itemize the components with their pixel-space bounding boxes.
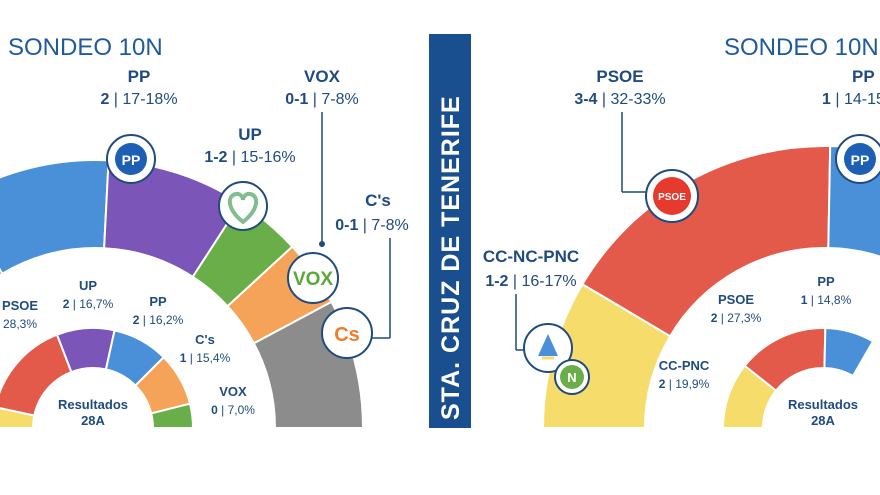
left-label-vox: VOX [304, 67, 341, 86]
svg-text:N: N [567, 370, 576, 385]
left-res-value-psoe: 28,3% [3, 317, 37, 331]
left-res-label-up: UP [79, 278, 97, 293]
left-label-up: UP [238, 125, 262, 144]
right-res-label-cc: CC-PNC [659, 358, 710, 373]
right-chart: SONDEO 10N PSOE 3-4 | 32-33% PP 1 | 14-1… [483, 34, 880, 429]
left-value-up: 1-2 | 15-16% [204, 149, 295, 166]
right-title: SONDEO 10N [724, 34, 879, 61]
right-inner-arc [721, 327, 875, 429]
cs-logo: Cs [321, 307, 373, 359]
svg-text:Cs: Cs [334, 324, 360, 346]
right-res-value-pp: 1 | 14,8% [801, 293, 852, 307]
left-label-cs: C's [365, 191, 391, 210]
left-results-label: Resultados [58, 397, 128, 412]
psoe-logo: PSOE [645, 169, 699, 223]
svg-text:PP: PP [851, 152, 870, 168]
cc-logo [523, 323, 573, 373]
left-outer-pp [0, 159, 110, 276]
nc-logo: N [554, 359, 590, 395]
left-res-value-up: 2 | 16,7% [63, 297, 114, 311]
pp-logo-right: PP [835, 134, 880, 184]
pp-logo: PP [106, 134, 156, 184]
left-res-value-vox: 0 | 7,0% [211, 403, 255, 417]
left-res-label-cs: C's [195, 332, 215, 347]
left-res-value-cs: 1 | 15,4% [180, 351, 231, 365]
right-outer-psoe [581, 145, 832, 338]
band-bottom [429, 426, 471, 428]
vox-logo: VOX [287, 252, 339, 304]
right-res-label-pp: PP [817, 274, 835, 289]
up-logo [218, 181, 268, 231]
right-value-pp: 1 | 14-15% [822, 91, 880, 108]
right-label-pp: PP [852, 67, 875, 86]
svg-text:PP: PP [122, 152, 141, 168]
right-label-cc: CC-NC-PNC [483, 247, 579, 266]
left-value-vox: 0-1 | 7-8% [285, 91, 359, 108]
right-label-psoe: PSOE [596, 67, 643, 86]
right-value-psoe: 3-4 | 32-33% [574, 91, 665, 108]
left-res-label-vox: VOX [219, 384, 247, 399]
right-value-cc: 1-2 | 16-17% [485, 273, 576, 290]
vertical-band: STA. CRUZ DE TENERIFE [429, 34, 471, 428]
left-res-value-pp: 2 | 16,2% [133, 313, 184, 327]
right-inner-pp [823, 327, 875, 378]
right-results-sub: 28A [811, 413, 835, 428]
left-value-pp: 2 | 17-18% [100, 91, 177, 108]
svg-text:PSOE: PSOE [658, 192, 686, 203]
svg-text:VOX: VOX [293, 269, 333, 290]
left-chart: SONDEO 10N PP 2 | 17-18% VOX 0-1 | 7-8% … [0, 34, 409, 429]
left-res-label-pp: PP [149, 294, 167, 309]
left-label-pp: PP [128, 67, 151, 86]
right-results-label: Resultados [788, 397, 858, 412]
left-res-label-psoe: PSOE [2, 298, 38, 313]
left-inner-arc [0, 327, 195, 429]
left-value-cs: 0-1 | 7-8% [335, 217, 409, 234]
left-leader-vox-dot [319, 241, 325, 247]
right-res-value-cc: 2 | 19,9% [659, 377, 710, 391]
right-res-value-psoe: 2 | 27,3% [711, 311, 762, 325]
left-title: SONDEO 10N [8, 34, 163, 61]
baseline-mask [0, 428, 880, 495]
right-res-label-psoe: PSOE [718, 292, 754, 307]
left-results-sub: 28A [81, 413, 105, 428]
vertical-band-text: STA. CRUZ DE TENERIFE [437, 95, 465, 420]
